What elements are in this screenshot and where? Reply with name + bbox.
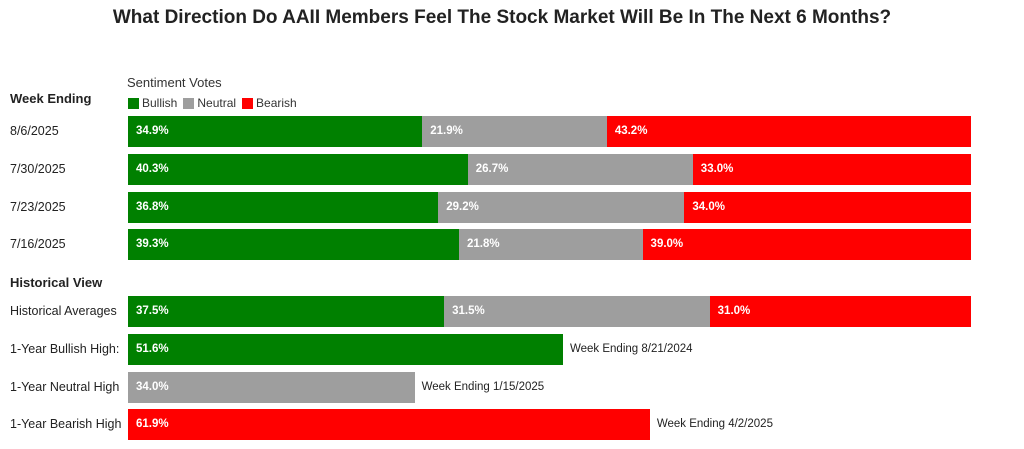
row-label: 1-Year Bullish High: bbox=[10, 342, 120, 356]
data-label-neutral: 21.9% bbox=[430, 125, 463, 137]
bar-segment-bearish bbox=[709, 296, 971, 327]
data-label-bearish: 39.0% bbox=[650, 238, 684, 250]
bar-segment-bullish bbox=[128, 192, 439, 223]
data-label-bullish: 40.3% bbox=[136, 163, 169, 175]
data-label-bearish: 34.0% bbox=[692, 201, 725, 213]
legend-item-bearish: Bearish bbox=[242, 96, 297, 110]
bar-segment-bearish bbox=[684, 192, 971, 223]
bar-segment-neutral bbox=[438, 192, 685, 223]
bar-segment-bearish bbox=[606, 116, 971, 147]
section-title-historical-view: Historical View bbox=[10, 275, 103, 290]
bar-segment-bullish bbox=[128, 116, 423, 147]
bar-segment-neutral bbox=[128, 372, 415, 403]
data-label-bullish: 36.8% bbox=[136, 201, 169, 213]
row-label: 1-Year Bearish High bbox=[10, 417, 122, 431]
bar-segment-bullish bbox=[128, 154, 468, 185]
legend-swatch-bullish bbox=[128, 97, 139, 109]
row-label: 1-Year Neutral High bbox=[10, 380, 120, 394]
legend-swatch-bearish bbox=[242, 97, 254, 109]
data-label-bullish: 37.5% bbox=[136, 305, 169, 317]
data-label-neutral: 21.8% bbox=[466, 238, 500, 250]
chart-title: What Direction Do AAII Members Feel The … bbox=[112, 7, 892, 28]
data-label-bearish: 33.0% bbox=[700, 163, 734, 175]
legend-label-neutral: Neutral bbox=[197, 96, 237, 110]
data-label-neutral: 31.5% bbox=[452, 305, 485, 317]
bar-segment-bearish bbox=[692, 154, 971, 185]
data-label-bearish: 43.2% bbox=[614, 125, 648, 137]
data-label-bearish: 31.0% bbox=[717, 305, 751, 317]
bar-segment-bullish bbox=[128, 334, 563, 365]
data-label-neutral: 26.7% bbox=[475, 163, 509, 175]
data-label-bullish: 34.9% bbox=[136, 125, 169, 137]
bar-segment-bullish bbox=[128, 229, 459, 260]
legend-label-bearish: Bearish bbox=[256, 96, 297, 110]
row-note: Week Ending 4/2/2025 bbox=[656, 418, 773, 430]
row-label: 7/16/2025 bbox=[10, 237, 66, 251]
row-label: 8/6/2025 bbox=[10, 124, 59, 138]
data-label-neutral: 29.2% bbox=[446, 201, 479, 213]
bar-segment-neutral bbox=[458, 229, 643, 260]
legend-item-neutral: Neutral bbox=[183, 96, 236, 110]
legend-item-bullish: Bullish bbox=[128, 96, 177, 110]
data-label-bearish: 61.9% bbox=[136, 418, 169, 430]
data-label-bullish: 39.3% bbox=[136, 238, 169, 250]
bar-segment-neutral bbox=[444, 296, 710, 327]
bar-segment-bearish bbox=[642, 229, 971, 260]
row-note: Week Ending 1/15/2025 bbox=[421, 381, 545, 393]
legend-swatch-neutral bbox=[183, 97, 195, 109]
data-label-bullish: 51.6% bbox=[136, 343, 169, 355]
row-label: 7/23/2025 bbox=[10, 200, 66, 214]
legend: Bullish Neutral Bearish bbox=[128, 96, 297, 110]
legend-title: Sentiment Votes bbox=[127, 75, 222, 90]
row-note: Week Ending 8/21/2024 bbox=[569, 343, 693, 355]
row-label: Historical Averages bbox=[10, 304, 117, 318]
legend-label-bullish: Bullish bbox=[142, 96, 178, 110]
bar-segment-bearish bbox=[128, 409, 650, 440]
bar-segment-neutral bbox=[422, 116, 607, 147]
row-label: 7/30/2025 bbox=[10, 162, 66, 176]
bar-segment-bullish bbox=[128, 296, 445, 327]
section-title-week-ending: Week Ending bbox=[10, 91, 92, 106]
bar-segment-neutral bbox=[467, 154, 693, 185]
data-label-neutral: 34.0% bbox=[136, 381, 169, 393]
